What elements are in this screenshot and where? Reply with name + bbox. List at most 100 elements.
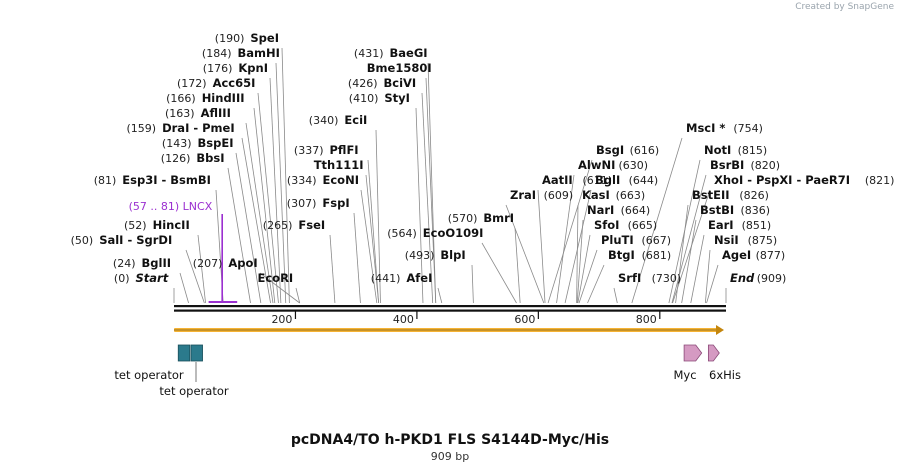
enzyme-label: (24) BglII — [113, 256, 171, 270]
enzyme-position: (851) — [742, 219, 772, 232]
enzyme-label: (570) BmrI — [448, 211, 514, 225]
enzyme-leader-line — [275, 62, 287, 304]
enzyme-leader-line — [329, 234, 336, 304]
enzyme-label: (441) AfeI — [371, 271, 433, 285]
enzyme-label: (207) ApoI — [193, 256, 258, 270]
enzyme-label: (166) HindIII — [166, 91, 244, 105]
ruler-tick-label: 200 — [271, 313, 292, 326]
enzyme-leader-line — [353, 212, 361, 304]
enzyme-name: Esp3I - BsmBI — [122, 173, 211, 187]
enzyme-position: (426) — [348, 77, 378, 90]
enzyme-position: (609) — [544, 189, 574, 202]
enzyme-leader-line — [576, 204, 579, 304]
enzyme-leader-line — [367, 159, 380, 304]
backbone-top-strand — [174, 305, 726, 308]
enzyme-name: EciI — [344, 113, 367, 127]
enzyme-position: (207) — [193, 257, 223, 270]
map-length: 909 bp — [430, 450, 470, 463]
enzyme-label: EcoRI — [258, 271, 294, 285]
feature-label-myc: Myc — [673, 368, 696, 382]
enzyme-position: (410) — [349, 92, 379, 105]
enzyme-position: (307) — [287, 197, 317, 210]
enzyme-name: KpnI — [238, 61, 268, 75]
enzyme-label: (493) BlpI — [405, 248, 466, 262]
enzyme-leader-line — [257, 92, 279, 304]
enzyme-label: (126) BbsI — [161, 151, 225, 165]
enzyme-name: EcoO109I — [423, 226, 484, 240]
enzyme-name: ApoI — [228, 256, 257, 270]
enzyme-position: (730) — [652, 272, 682, 285]
enzyme-label: (334) EcoNI — [287, 173, 359, 187]
enzyme-name: AatII — [542, 173, 573, 187]
enzyme-name: BbsI — [196, 151, 224, 165]
enzyme-label: (754) MscI * — [686, 121, 763, 135]
enzyme-leader-line — [365, 174, 380, 304]
enzyme-position: (159) — [127, 122, 157, 135]
enzyme-name: FseI — [298, 218, 325, 232]
enzyme-leader-line — [197, 234, 206, 304]
enzyme-position: (815) — [738, 144, 768, 157]
enzyme-name: BstBI — [700, 203, 734, 217]
enzyme-position: (826) — [739, 189, 769, 202]
enzyme-name: BsrBI — [710, 158, 744, 172]
enzyme-leader-line — [631, 137, 683, 304]
enzyme-leader-line — [578, 249, 598, 304]
enzyme-leader-line — [269, 77, 282, 304]
enzyme-label: (163) AflIII — [165, 106, 231, 120]
enzyme-name: AgeI — [722, 248, 751, 262]
enzyme-label: (564) EcoO109I — [387, 226, 483, 240]
enzyme-name: ZraI — [510, 188, 536, 202]
enzyme-leader-line — [415, 107, 424, 304]
enzyme-leader-line — [241, 137, 271, 304]
enzyme-label: (143) BspEI — [162, 136, 234, 150]
enzyme-name: PflFI — [330, 143, 359, 157]
enzyme-position: (340) — [309, 114, 339, 127]
enzyme-leader-line — [259, 272, 300, 304]
enzyme-leader-line — [227, 167, 251, 304]
enzyme-leader-line — [681, 219, 697, 304]
enzyme-position: (143) — [162, 137, 192, 150]
enzyme-leader-line — [514, 227, 521, 304]
enzyme-label: (340) EciI — [309, 113, 368, 127]
enzyme-position: (172) — [177, 77, 207, 90]
sequence-backbone: (57 .. 81) LNCX 200 400 600 800 — [129, 200, 726, 335]
ruler-tick-label: 800 — [636, 313, 657, 326]
enzyme-name: BciVI — [384, 76, 417, 90]
enzyme-position: (665) — [628, 219, 658, 232]
enzyme-position: (0) — [114, 272, 130, 285]
enzyme-label: (875) NsiI — [714, 233, 777, 247]
map-title: pcDNA4/TO h-PKD1 FLS S4144D-Myc/His — [290, 432, 610, 448]
enzyme-name: BspEI — [198, 136, 234, 150]
enzyme-label: (50) SalI - SgrDI — [71, 233, 173, 247]
enzyme-position: (877) — [756, 249, 786, 262]
enzyme-name: BaeGI — [390, 46, 428, 60]
enzyme-name: MscI * — [686, 121, 725, 135]
enzyme-leader-line — [295, 287, 301, 304]
enzyme-position: (875) — [748, 234, 778, 247]
enzyme-leader-line — [179, 272, 189, 304]
enzyme-label: (730) SrfI — [618, 271, 681, 285]
plasmid-map: (0) Start(24) BglII (50) SalI - SgrDI(52) Hin… — [71, 31, 895, 398]
enzyme-leader-line — [481, 242, 517, 304]
enzyme-leader-line — [547, 159, 593, 304]
enzyme-name: Bme1580I — [367, 61, 432, 75]
enzyme-name: BglI — [595, 173, 620, 187]
enzyme-position: (50) — [71, 234, 94, 247]
enzyme-position: (493) — [405, 249, 435, 262]
enzyme-leader-line — [613, 287, 618, 304]
enzyme-position: (570) — [448, 212, 478, 225]
feature-arrow — [683, 344, 703, 362]
enzyme-leader-line — [587, 264, 605, 304]
enzyme-position: (337) — [294, 144, 324, 157]
enzyme-name: SrfI — [618, 271, 641, 285]
enzyme-label: (663) KasI — [582, 188, 645, 202]
enzyme-name: XhoI - PspXI - PaeR7I — [714, 173, 850, 187]
enzyme-label: (630) AlwNI — [578, 158, 648, 172]
feature-label-6xhis: 6xHis — [709, 368, 741, 382]
enzyme-position: (909) — [757, 272, 787, 285]
enzyme-name: Start — [136, 271, 169, 285]
enzyme-position: (821) — [865, 174, 895, 187]
enzyme-label: (81) Esp3I - BsmBI — [94, 173, 211, 187]
enzyme-name: EcoRI — [258, 271, 294, 285]
enzyme-name: EcoNI — [323, 173, 359, 187]
